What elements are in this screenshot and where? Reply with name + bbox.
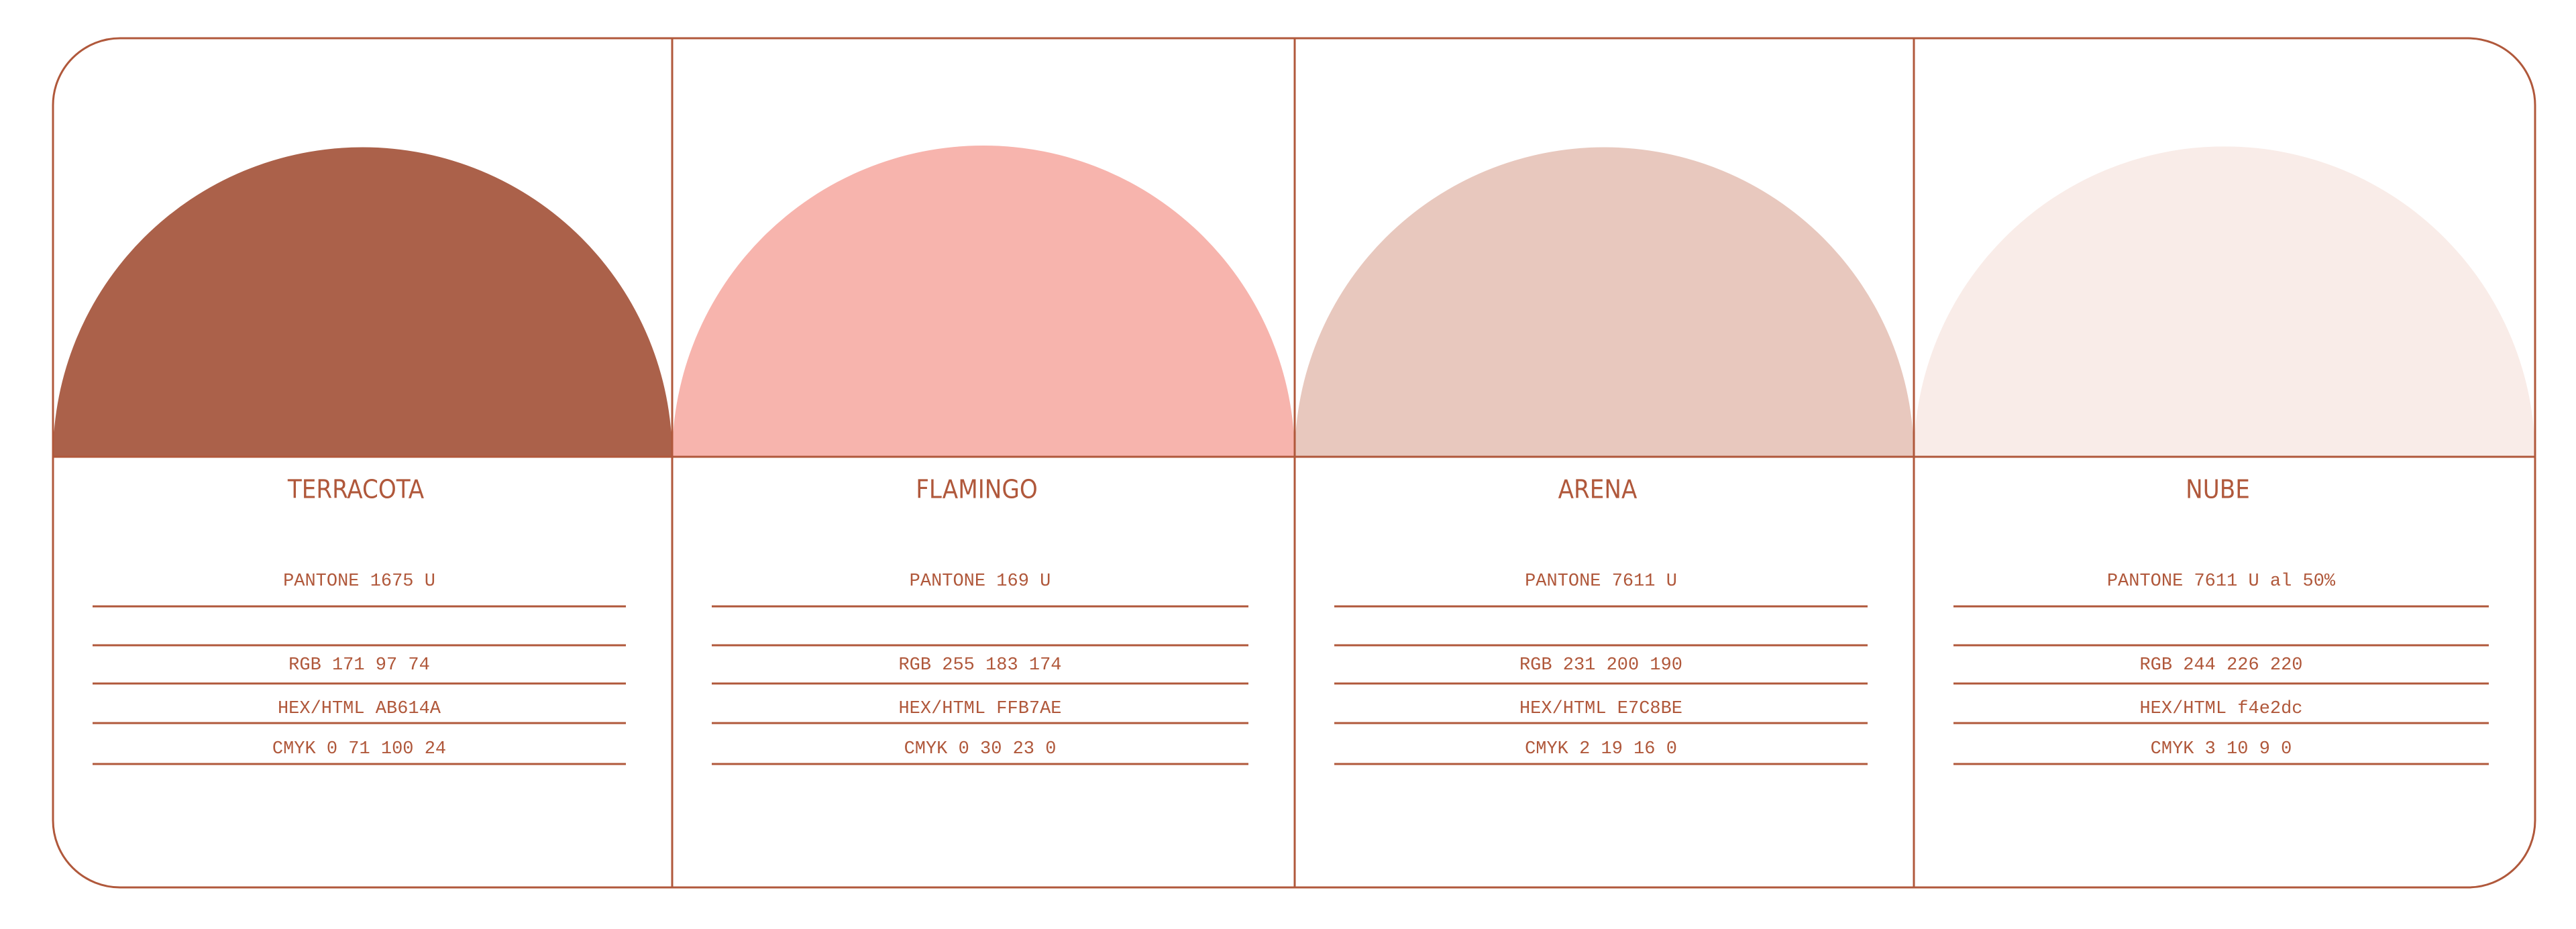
color-name: ARENA	[1558, 475, 1638, 504]
rgb: RGB 255 183 174	[898, 655, 1061, 675]
color-swatch	[1914, 146, 2535, 457]
rgb: RGB 231 200 190	[1519, 655, 1682, 675]
pantone: PANTONE 1675 U	[283, 571, 435, 592]
swatches	[53, 146, 2535, 457]
hex: HEX/HTML E7C8BE	[1519, 699, 1682, 719]
rgb: RGB 171 97 74	[288, 655, 430, 675]
pantone: PANTONE 169 U	[910, 571, 1051, 592]
cmyk: CMYK 0 71 100 24	[272, 739, 446, 759]
pantone: PANTONE 7611 U al 50%	[2107, 571, 2336, 592]
color-swatch	[1295, 147, 1914, 457]
color-swatch	[672, 146, 1295, 457]
color-swatch	[53, 147, 672, 457]
hex: HEX/HTML FFB7AE	[898, 699, 1061, 719]
color-name: NUBE	[2186, 475, 2250, 504]
rgb: RGB 244 226 220	[2139, 655, 2302, 675]
cmyk: CMYK 2 19 16 0	[1525, 739, 1677, 759]
pantone: PANTONE 7611 U	[1525, 571, 1677, 592]
cmyk: CMYK 3 10 9 0	[2151, 739, 2292, 759]
color-name: TERRACOTA	[287, 475, 425, 504]
color-name: FLAMINGO	[916, 475, 1038, 504]
cmyk: CMYK 0 30 23 0	[904, 739, 1057, 759]
hex: HEX/HTML f4e2dc	[2139, 699, 2302, 719]
hex: HEX/HTML AB614A	[278, 699, 441, 719]
